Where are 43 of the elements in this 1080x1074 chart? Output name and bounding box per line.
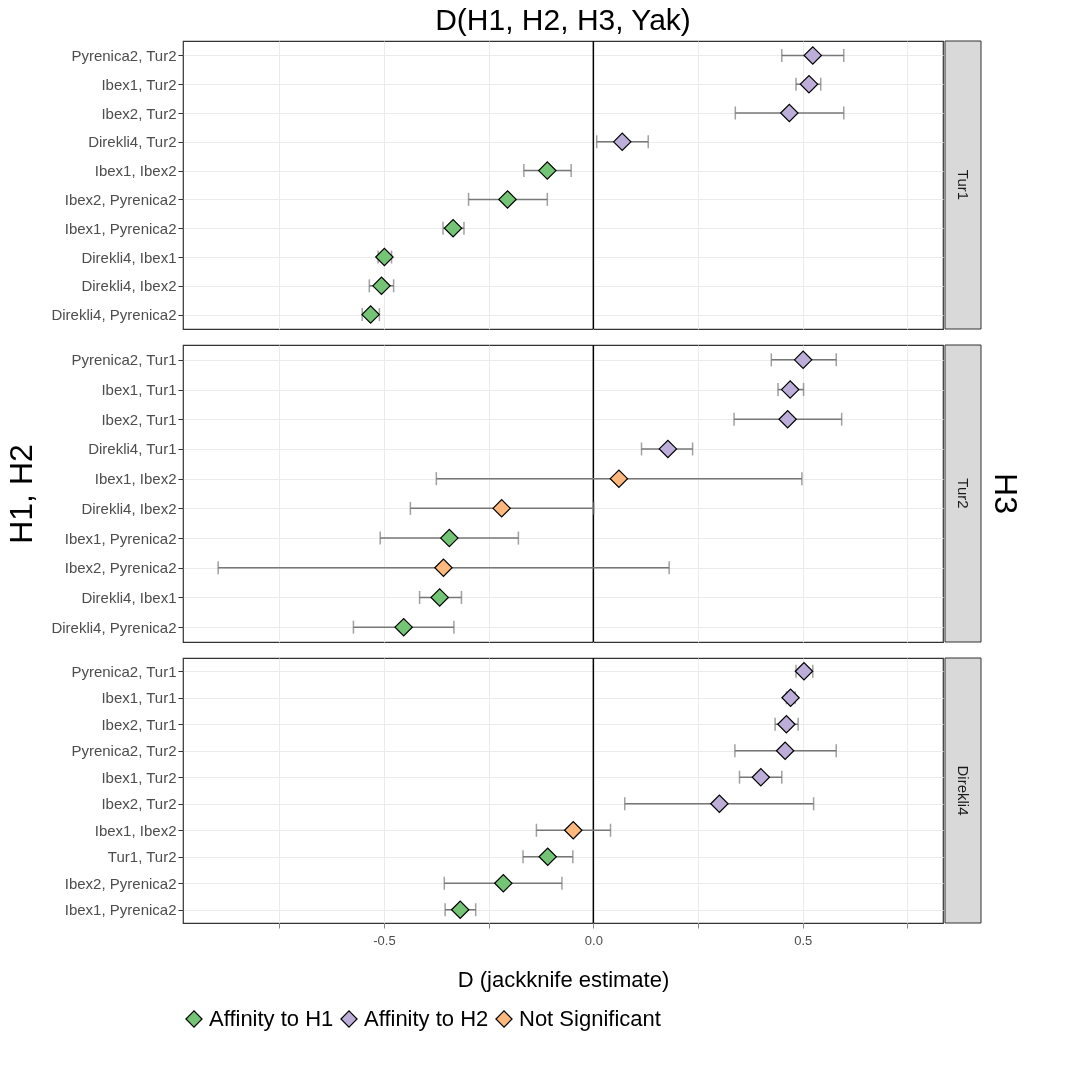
y-tick-label: Ibex1, Pyrenica2 (64, 901, 177, 919)
y-tick-label: Ibex2, Pyrenica2 (64, 559, 177, 577)
y2-axis-title: Tur1 (955, 169, 972, 201)
y-tick-label: Ibex2, Tur2 (101, 104, 177, 122)
y-tick-label: Ibex1, Tur1 (101, 381, 177, 399)
text: H3 (988, 473, 1024, 514)
y2-axis-title: Tur2 (955, 478, 972, 509)
y2-axis-title: Direkli4 (955, 765, 972, 816)
y-tick-label: Ibex2, Pyrenica2 (64, 874, 177, 892)
x-tick-label: 0.0 (584, 932, 603, 948)
y-tick-label: Ibex1, Tur2 (101, 75, 177, 93)
y-tick-label: Ibex2, Tur2 (101, 795, 177, 813)
x-tick-label: 0.5 (794, 932, 813, 948)
legend-label: Affinity to H2 (364, 1006, 489, 1031)
x-axis-title: D (jackknife estimate) (457, 966, 670, 992)
y-tick-label: Ibex1, Tur2 (101, 768, 177, 786)
y-tick-label: Ibex1, Pyrenica2 (64, 219, 177, 237)
x-tick-label: -0.5 (373, 932, 396, 948)
y-tick-label: Pyrenica2, Tur2 (71, 46, 177, 64)
y-tick-label: Ibex2, Tur1 (101, 410, 177, 428)
y-tick-label: Direkli4, Pyrenica2 (51, 618, 177, 636)
y-tick-label: Ibex1, Tur1 (101, 689, 177, 707)
y-tick-label: Direkli4, Ibex1 (81, 248, 177, 266)
y-tick-label: Ibex1, Ibex2 (94, 162, 177, 180)
y-tick-label: Ibex1, Ibex2 (94, 821, 177, 839)
legend-label: Affinity to H1 (209, 1006, 334, 1031)
y-tick-label: Direkli4, Ibex1 (81, 588, 177, 606)
y-tick-label: Ibex2, Pyrenica2 (64, 190, 177, 208)
y-axis-title: H1, H2 (3, 444, 40, 544)
y-tick-label: Pyrenica2, Tur2 (71, 742, 177, 760)
y-tick-label: Pyrenica2, Tur1 (71, 662, 177, 680)
y-tick-label: Direkli4, Tur2 (88, 133, 177, 151)
y-tick-label: Ibex1, Ibex2 (94, 470, 177, 488)
y-tick-label: Direkli4, Ibex2 (81, 499, 177, 517)
y-tick-label: Tur1, Tur2 (107, 848, 177, 866)
y-tick-label: Pyrenica2, Tur1 (71, 351, 177, 369)
y-tick-label: Direkli4, Ibex2 (81, 277, 177, 295)
legend-label: Not Significant (519, 1006, 661, 1031)
chart-title: D(H1, H2, H3, Yak) (435, 3, 691, 37)
y-tick-label: Ibex2, Tur1 (101, 715, 177, 733)
y-tick-label: Direkli4, Tur1 (88, 440, 177, 458)
y-tick-label: Direkli4, Pyrenica2 (51, 306, 177, 324)
y-tick-label: Ibex1, Pyrenica2 (64, 529, 177, 547)
